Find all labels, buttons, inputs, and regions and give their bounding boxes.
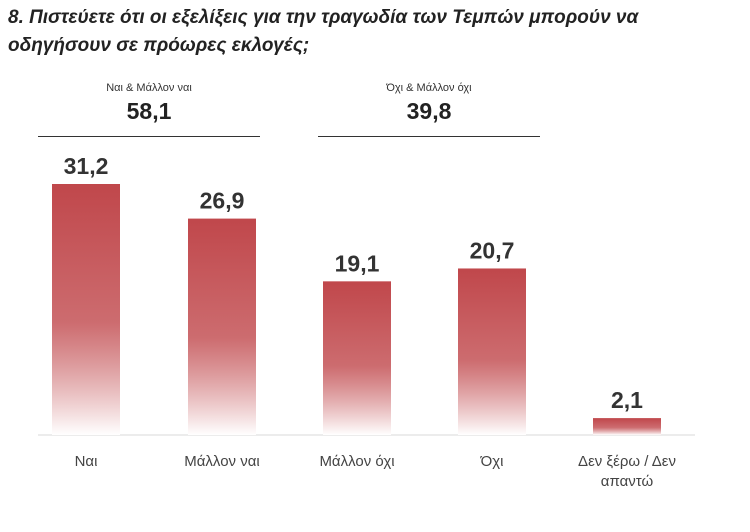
group-no: Όχι & Μάλλον όχι 39,8 — [318, 82, 540, 125]
group-yes-line — [38, 136, 260, 137]
bar-value-label-3: 19,1 — [335, 250, 380, 276]
group-yes-total: 58,1 — [126, 98, 172, 124]
group-no-label: Όχι & Μάλλον όχι — [386, 82, 472, 94]
category-label-1: Ναι — [75, 453, 98, 470]
bar-3 — [323, 281, 391, 435]
group-yes: Ναι & Μάλλον ναι 58,1 — [38, 82, 260, 125]
category-label-5-line-2: απαντώ — [601, 473, 654, 490]
bar-value-label-4: 20,7 — [470, 237, 515, 263]
bar-1 — [52, 184, 120, 435]
category-label-3: Μάλλον όχι — [319, 453, 394, 470]
category-label-4: Όχι — [480, 453, 504, 470]
bar-value-label-1: 31,2 — [64, 153, 109, 179]
group-yes-label: Ναι & Μάλλον ναι — [106, 82, 192, 94]
chart-title: 8. Πιστεύετε ότι οι εξελίξεις για την τρ… — [8, 7, 639, 56]
bar-value-label-5: 2,1 — [611, 387, 643, 413]
group-no-total: 39,8 — [406, 98, 452, 124]
bar-4 — [458, 268, 526, 435]
bar-value-label-2: 26,9 — [200, 188, 245, 214]
bar-5 — [593, 418, 661, 435]
category-label-5-line-1: Δεν ξέρω / Δεν — [578, 453, 676, 470]
bar-2 — [188, 218, 256, 435]
category-label-2: Μάλλον ναι — [184, 453, 259, 470]
group-no-line — [318, 136, 540, 137]
